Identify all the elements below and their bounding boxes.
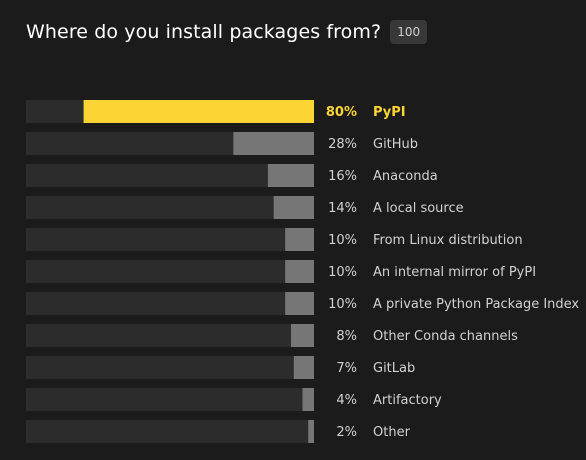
- bar: [308, 420, 314, 443]
- bar-row: 14% A local source: [26, 196, 464, 219]
- bar: [267, 164, 314, 187]
- bar-track: [26, 356, 314, 379]
- bar-track: [26, 196, 314, 219]
- bar-track: [26, 420, 314, 443]
- category-label: Other: [373, 425, 411, 440]
- respondent-count-badge: 100: [390, 20, 428, 44]
- category-label: PyPI: [373, 105, 406, 120]
- value-label: 14%: [328, 201, 357, 216]
- bar-track: [26, 388, 314, 411]
- bar-row: 10% An internal mirror of PyPI: [26, 260, 536, 283]
- category-label: GitLab: [373, 361, 415, 376]
- bar-row: 10% A private Python Package Index: [26, 292, 579, 315]
- bar-track: [26, 260, 314, 283]
- value-label: 8%: [336, 329, 357, 344]
- value-label: 80%: [326, 105, 357, 120]
- category-label: Anaconda: [373, 169, 438, 184]
- bar-track: [26, 164, 314, 187]
- category-label: Other Conda channels: [373, 329, 518, 344]
- bar: [293, 356, 314, 379]
- value-label: 10%: [328, 233, 357, 248]
- bar-track: [26, 228, 314, 251]
- bar: [285, 292, 314, 315]
- category-label: A local source: [373, 201, 464, 216]
- category-label: Artifactory: [373, 393, 442, 408]
- category-label: A private Python Package Index: [373, 297, 579, 312]
- bar-row: 80% PyPI: [26, 100, 406, 123]
- bar: [290, 324, 314, 347]
- bar: [285, 228, 314, 251]
- category-label: An internal mirror of PyPI: [373, 265, 536, 280]
- value-label: 7%: [336, 361, 357, 376]
- value-label: 4%: [336, 393, 357, 408]
- bar-row: 8% Other Conda channels: [26, 324, 518, 347]
- bar-row: 2% Other: [26, 420, 411, 443]
- bar-row: 7% GitLab: [26, 356, 415, 379]
- chart-title: Where do you install packages from?: [26, 21, 382, 43]
- value-label: 10%: [328, 265, 357, 280]
- value-label: 2%: [336, 425, 357, 440]
- value-label: 10%: [328, 297, 357, 312]
- bar-track: [26, 292, 314, 315]
- bar-track: [26, 324, 314, 347]
- bar-row: 4% Artifactory: [26, 388, 442, 411]
- bar: [273, 196, 314, 219]
- value-label: 16%: [328, 169, 357, 184]
- value-label: 28%: [328, 137, 357, 152]
- chart-header: Where do you install packages from? 100: [26, 20, 428, 44]
- bar: [233, 132, 314, 155]
- bar-row: 16% Anaconda: [26, 164, 438, 187]
- bar: [285, 260, 314, 283]
- bar: [83, 100, 314, 123]
- category-label: From Linux distribution: [373, 233, 523, 248]
- category-label: GitHub: [373, 137, 418, 152]
- bar: [302, 388, 314, 411]
- bar-row: 10% From Linux distribution: [26, 228, 523, 251]
- bar-row: 28% GitHub: [26, 132, 418, 155]
